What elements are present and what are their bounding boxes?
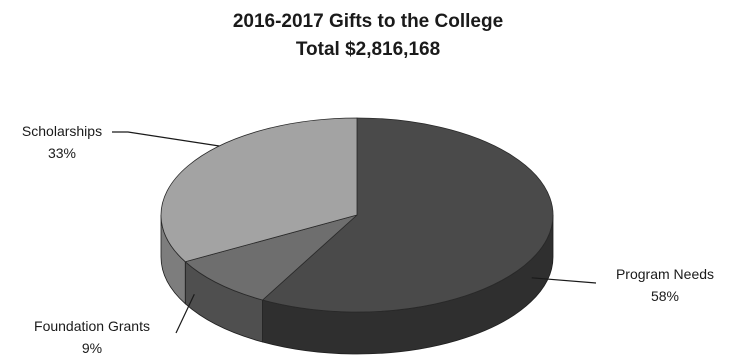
pie-slice-foundation-grants [184,214,358,301]
chart-subtitle: Total $2,816,168 [296,39,440,60]
pie-slice-scholarships [160,117,358,263]
leader-line-foundation-grants [175,294,195,334]
leader-line-program-needs [531,277,597,284]
slice-percent-foundation-grants: 9% [82,340,102,356]
pie-top-faces [160,117,554,313]
slice-label-scholarships: Scholarships [22,123,102,139]
pie-slice-program-needs [261,117,554,313]
leader-line-scholarships [112,131,220,147]
slice-percent-scholarships: 33% [48,145,76,161]
slice-percent-program-needs: 58% [651,288,679,304]
slice-label-foundation-grants: Foundation Grants [34,318,150,334]
leader-lines [112,131,597,334]
slice-label-program-needs: Program Needs [616,266,714,282]
pie-sides [160,214,554,355]
chart-title: 2016-2017 Gifts to the College [233,11,503,32]
